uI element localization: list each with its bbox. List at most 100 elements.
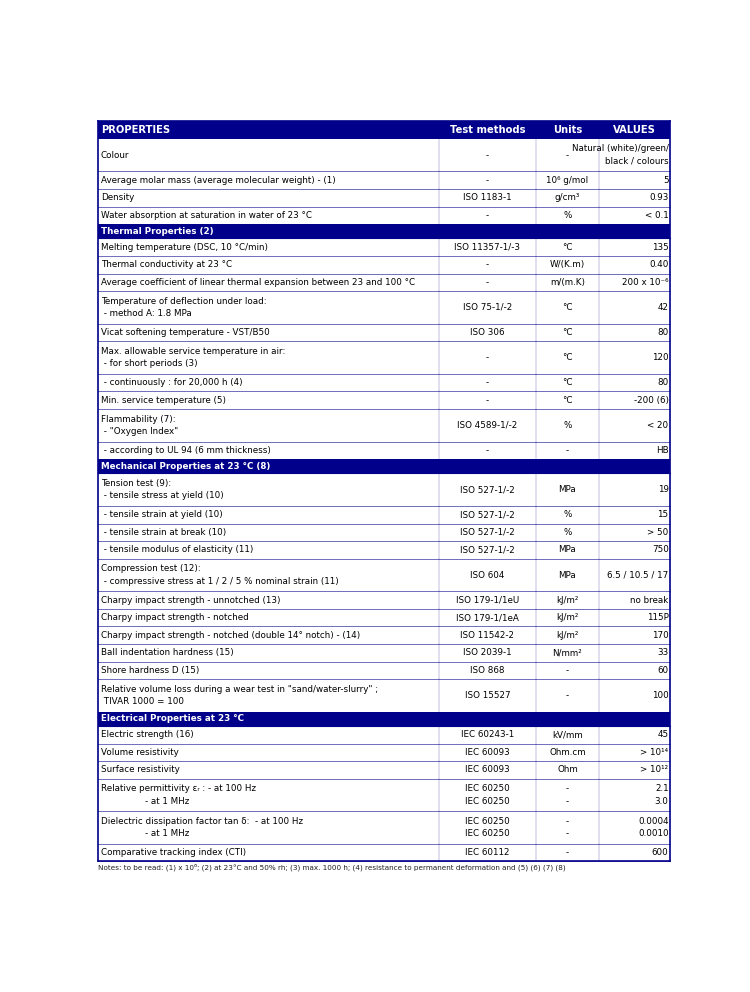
Text: Tension test (9):: Tension test (9): <box>100 479 171 488</box>
Text: Thermal Properties (2): Thermal Properties (2) <box>100 227 213 236</box>
Text: %: % <box>563 421 572 430</box>
Text: g/cm³: g/cm³ <box>555 193 580 202</box>
Bar <box>98 256 670 274</box>
Text: Colour: Colour <box>100 151 129 160</box>
Text: -: - <box>486 211 489 220</box>
Text: °C: °C <box>562 396 573 405</box>
Text: Max. allowable service temperature in air:: Max. allowable service temperature in ai… <box>100 347 285 356</box>
Text: Vicat softening temperature - VST/B50: Vicat softening temperature - VST/B50 <box>100 328 269 337</box>
Text: - at 1 MHz: - at 1 MHz <box>100 797 189 806</box>
Text: ISO 11357-1/-3: ISO 11357-1/-3 <box>454 243 520 252</box>
Text: Electrical Properties at 23 °C: Electrical Properties at 23 °C <box>100 714 244 723</box>
Text: ISO 2039-1: ISO 2039-1 <box>463 649 512 658</box>
Text: 120: 120 <box>652 353 668 362</box>
Text: IEC 60093: IEC 60093 <box>465 766 510 775</box>
Text: IEC 60243-1: IEC 60243-1 <box>460 730 514 739</box>
Bar <box>98 524 670 541</box>
Bar <box>98 844 670 861</box>
Text: Min. service temperature (5): Min. service temperature (5) <box>100 396 226 405</box>
Bar <box>98 206 670 224</box>
Text: 33: 33 <box>657 649 668 658</box>
Bar <box>98 441 670 459</box>
Text: Natural (white)/green/: Natural (white)/green/ <box>572 145 668 154</box>
Text: 600: 600 <box>652 848 668 857</box>
Text: 80: 80 <box>657 328 668 337</box>
Text: -: - <box>566 446 569 455</box>
Text: IEC 60250: IEC 60250 <box>465 817 510 826</box>
Bar <box>98 374 670 392</box>
Text: °C: °C <box>562 328 573 337</box>
Text: ISO 527-1/-2: ISO 527-1/-2 <box>460 485 514 494</box>
Text: -: - <box>566 848 569 857</box>
Text: -: - <box>566 785 569 794</box>
Text: Water absorption at saturation in water of 23 °C: Water absorption at saturation in water … <box>100 211 312 220</box>
Text: TIVAR 1000 = 100: TIVAR 1000 = 100 <box>100 697 184 706</box>
Text: Relative volume loss during a wear test in "sand/water-slurry" ;: Relative volume loss during a wear test … <box>100 684 378 693</box>
Text: 19: 19 <box>658 485 668 494</box>
Text: Thermal conductivity at 23 °C: Thermal conductivity at 23 °C <box>100 260 232 269</box>
Text: Ohm: Ohm <box>557 766 578 775</box>
Text: 45: 45 <box>658 730 668 739</box>
Text: kJ/m²: kJ/m² <box>556 595 578 604</box>
Text: > 10¹⁴: > 10¹⁴ <box>640 748 668 757</box>
Text: ISO 527-1/-2: ISO 527-1/-2 <box>460 546 514 555</box>
Text: - tensile strain at break (10): - tensile strain at break (10) <box>100 528 226 537</box>
Bar <box>98 680 670 712</box>
Text: Comparative tracking index (CTI): Comparative tracking index (CTI) <box>100 848 246 857</box>
Text: kJ/m²: kJ/m² <box>556 613 578 622</box>
Text: °C: °C <box>562 303 573 311</box>
Bar <box>98 506 670 524</box>
Text: kJ/m²: kJ/m² <box>556 631 578 640</box>
Text: HB: HB <box>656 446 668 455</box>
Text: ISO 15527: ISO 15527 <box>464 691 510 700</box>
Text: ISO 1183-1: ISO 1183-1 <box>463 193 512 202</box>
Bar <box>98 609 670 627</box>
Text: -200 (6): -200 (6) <box>634 396 668 405</box>
Text: ISO 75-1/-2: ISO 75-1/-2 <box>463 303 512 311</box>
Text: 42: 42 <box>658 303 668 311</box>
Text: Melting temperature (DSC, 10 °C/min): Melting temperature (DSC, 10 °C/min) <box>100 243 268 252</box>
Text: ISO 179-1/1eU: ISO 179-1/1eU <box>456 595 519 604</box>
Bar <box>98 541 670 558</box>
Text: ISO 868: ISO 868 <box>470 666 505 675</box>
Text: Volume resistivity: Volume resistivity <box>100 748 178 757</box>
Text: ISO 527-1/-2: ISO 527-1/-2 <box>460 510 514 519</box>
Bar <box>98 323 670 341</box>
Text: °C: °C <box>562 353 573 362</box>
Text: -: - <box>486 260 489 269</box>
Text: ISO 306: ISO 306 <box>470 328 505 337</box>
Text: - tensile stress at yield (10): - tensile stress at yield (10) <box>100 491 224 500</box>
Text: < 20: < 20 <box>647 421 668 430</box>
Text: IEC 60112: IEC 60112 <box>465 848 509 857</box>
Text: - at 1 MHz: - at 1 MHz <box>100 829 189 838</box>
Text: Ball indentation hardness (15): Ball indentation hardness (15) <box>100 649 233 658</box>
Text: Units: Units <box>553 125 582 135</box>
Text: Shore hardness D (15): Shore hardness D (15) <box>100 666 199 675</box>
Text: > 10¹²: > 10¹² <box>640 766 668 775</box>
Text: -: - <box>566 691 569 700</box>
Text: 80: 80 <box>657 378 668 387</box>
Bar <box>98 761 670 779</box>
Bar <box>98 224 670 238</box>
Text: no break: no break <box>630 595 668 604</box>
Bar <box>98 473 670 506</box>
Text: 100: 100 <box>652 691 668 700</box>
Text: Charpy impact strength - notched: Charpy impact strength - notched <box>100 613 248 622</box>
Bar <box>98 274 670 292</box>
Text: IEC 60250: IEC 60250 <box>465 829 510 838</box>
Text: %: % <box>563 528 572 537</box>
Text: IEC 60093: IEC 60093 <box>465 748 510 757</box>
Text: -: - <box>486 353 489 362</box>
Text: -: - <box>566 829 569 838</box>
Text: - according to UL 94 (6 mm thickness): - according to UL 94 (6 mm thickness) <box>100 446 271 455</box>
Bar <box>98 726 670 744</box>
Text: - tensile modulus of elasticity (11): - tensile modulus of elasticity (11) <box>100 546 253 555</box>
Text: Electric strength (16): Electric strength (16) <box>100 730 194 739</box>
Text: - for short periods (3): - for short periods (3) <box>100 359 197 368</box>
Bar <box>98 744 670 761</box>
Text: IEC 60250: IEC 60250 <box>465 785 510 794</box>
Text: Dielectric dissipation factor tan δ:  - at 100 Hz: Dielectric dissipation factor tan δ: - a… <box>100 817 303 826</box>
Bar <box>98 779 670 811</box>
Text: Charpy impact strength - notched (double 14° notch) - (14): Charpy impact strength - notched (double… <box>100 631 360 640</box>
Text: VALUES: VALUES <box>614 125 656 135</box>
